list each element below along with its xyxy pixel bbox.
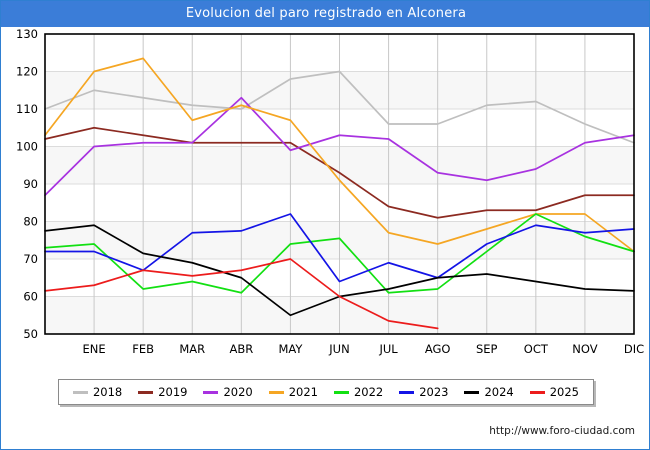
series-line-2025 [44,258,439,330]
x-tick-label-ene: ENE [83,342,106,356]
legend-swatch-icon [72,390,88,394]
x-tick-label-feb: FEB [132,342,154,356]
source-url: http://www.foro-ciudad.com [489,425,635,437]
window-title: Evolucion del paro registrado en Alconer… [1,1,649,27]
chart-axis-frame [44,33,635,335]
line-chart-svg: 50 60 70 80 90 100 110 120 130 ENE FEB MAR ABR MAY JU… [16,27,645,356]
chart-legend: 2018 2019 2020 2021 2022 2023 2024 2025 [58,379,594,405]
legend-label: 2024 [484,385,514,399]
legend-label: 2020 [223,385,253,399]
x-tick-label-jun: JUN [328,342,349,356]
y-tick-label: 120 [16,65,38,79]
legend-swatch-icon [138,390,154,394]
y-tick-label: 130 [16,27,38,41]
y-tick-label: 70 [23,252,38,266]
legend-swatch-icon [203,390,219,394]
legend-item-2021[interactable]: 2021 [268,385,319,399]
y-tick-label: 50 [23,327,38,341]
legend-swatch-icon [268,390,284,394]
x-tick-label-dic: DIC [624,342,644,356]
legend-item-2022[interactable]: 2022 [333,385,384,399]
y-tick-label: 90 [23,177,38,191]
x-tick-label-ago: AGO [425,342,451,356]
y-axis-tick-labels: 50 60 70 80 90 100 110 120 130 [16,27,38,341]
legend-label: 2018 [92,385,123,399]
legend-item-2018[interactable]: 2018 [72,385,123,399]
x-tick-label-abr: ABR [229,342,253,356]
x-axis-tick-labels: ENE FEB MAR ABR MAY JUN JUL AGO SEP OCT NOV DIC [83,342,645,356]
legend-label: 2019 [158,385,188,399]
chart-plot-area: 50 60 70 80 90 100 110 120 130 ENE FEB MAR ABR MAY JU… [1,27,649,367]
legend-swatch-icon [399,390,415,394]
legend-item-2024[interactable]: 2024 [464,385,514,399]
legend-label: 2025 [549,385,580,399]
x-tick-label-nov: NOV [572,342,597,356]
legend-label: 2021 [288,385,319,399]
legend-item-2019[interactable]: 2019 [138,385,188,399]
legend-label: 2022 [353,385,384,399]
legend-item-2025[interactable]: 2025 [529,385,580,399]
legend-swatch-icon [333,390,349,394]
legend-item-2023[interactable]: 2023 [399,385,449,399]
series-line-2020 [44,96,635,197]
x-tick-label-jul: JUL [378,342,398,356]
x-tick-label-may: MAY [278,342,303,356]
series-line-2022 [44,213,635,294]
legend-swatch-icon [464,390,480,394]
x-tick-label-mar: MAR [179,342,205,356]
chart-series-group [44,57,635,330]
x-tick-label-sep: SEP [476,342,498,356]
x-tick-label-oct: OCT [524,342,549,356]
y-tick-label: 110 [16,102,38,116]
y-tick-label: 60 [23,290,38,304]
legend-item-2020[interactable]: 2020 [203,385,253,399]
series-line-2018 [44,70,635,144]
y-tick-label: 100 [16,140,38,154]
legend-swatch-icon [529,390,545,394]
legend-label: 2023 [419,385,449,399]
series-line-2019 [44,126,635,219]
y-tick-label: 80 [23,215,38,229]
